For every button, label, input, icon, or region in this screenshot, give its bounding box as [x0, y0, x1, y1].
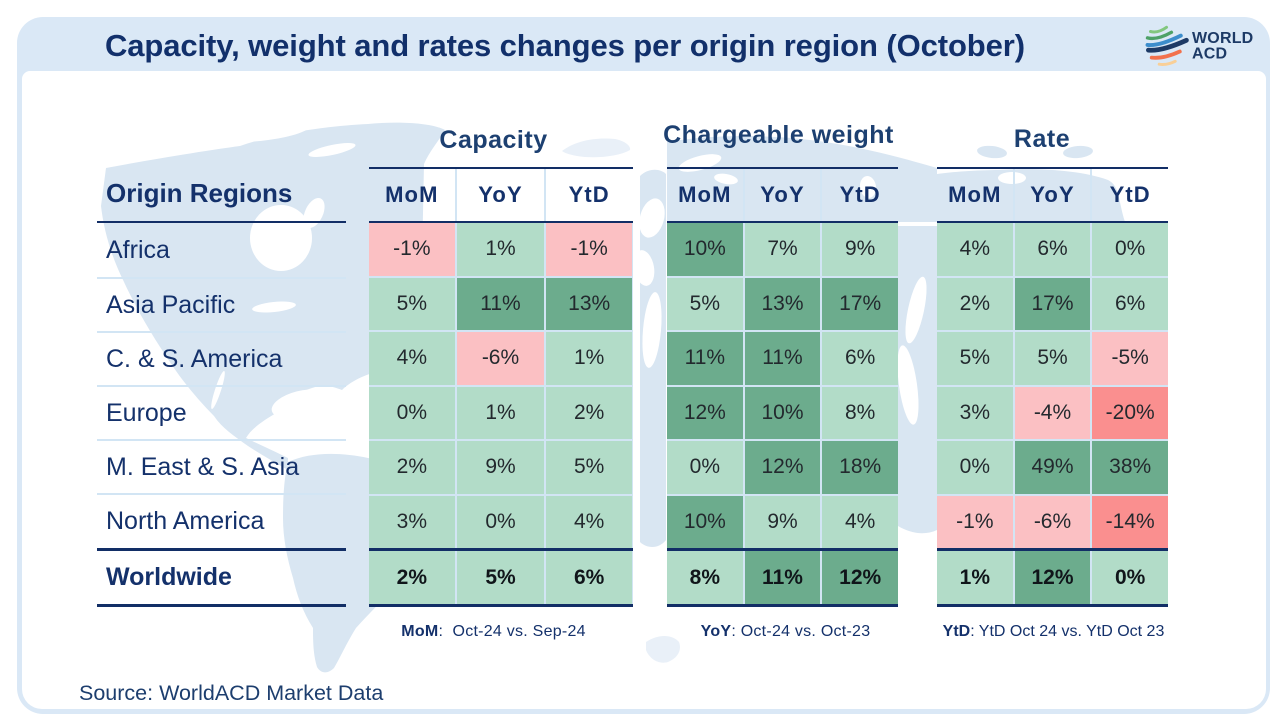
svg-text:ACD: ACD: [1192, 46, 1227, 63]
svg-text:WORLD: WORLD: [1192, 30, 1253, 47]
